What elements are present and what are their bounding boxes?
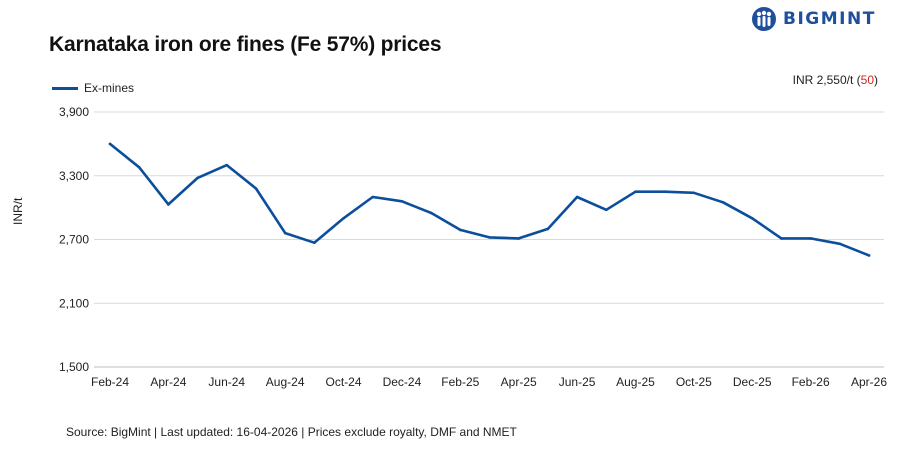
latest-price-close: ): [874, 73, 878, 87]
data-point: [604, 208, 608, 212]
x-tick-label: Feb-25: [441, 375, 479, 389]
y-tick-label: 1,500: [59, 360, 89, 374]
data-point: [459, 228, 462, 232]
brand-name: BIGMINT: [783, 9, 876, 29]
data-point: [692, 191, 696, 195]
x-tick-label: Apr-25: [501, 375, 537, 389]
y-tick-label: 2,100: [59, 296, 89, 310]
data-point: [283, 231, 287, 235]
legend-label-ex-mines: Ex-mines: [84, 81, 135, 95]
chart-legend: Ex-mines: [52, 81, 134, 95]
legend-swatch-ex-mines: [52, 86, 78, 90]
y-tick-label: 3,300: [59, 169, 89, 183]
data-point: [167, 203, 170, 206]
data-point: [750, 216, 754, 220]
data-point: [721, 201, 725, 204]
brand-logo: BIGMINT: [751, 6, 876, 32]
data-point: [371, 195, 375, 199]
data-point: [546, 227, 550, 231]
y-tick-label: 3,900: [59, 105, 89, 119]
data-point: [196, 176, 199, 180]
latest-price-note: INR 2,550/t (50): [793, 73, 878, 87]
data-point: [254, 187, 258, 190]
x-tick-label: Dec-25: [733, 375, 772, 389]
brand-mark-icon: [752, 7, 776, 31]
x-tick-label: Jun-25: [559, 375, 596, 389]
data-point: [313, 241, 316, 244]
data-point: [225, 163, 229, 167]
data-point: [780, 237, 783, 240]
x-tick-label: Oct-25: [676, 375, 712, 389]
data-point: [488, 236, 491, 239]
data-point: [634, 190, 637, 193]
data-point: [663, 190, 666, 193]
x-tick-label: Aug-24: [266, 375, 305, 389]
data-point: [517, 237, 520, 240]
price-change-value: 50: [860, 73, 874, 87]
x-tick-label: Oct-24: [326, 375, 362, 389]
latest-price-text: INR 2,550/t (: [792, 73, 861, 87]
x-tick-label: Aug-25: [616, 375, 655, 389]
data-point: [575, 195, 579, 199]
data-point: [108, 142, 112, 146]
data-point: [400, 199, 404, 203]
data-point: [838, 242, 842, 246]
data-point: [809, 237, 812, 240]
x-tick-label: Apr-24: [150, 375, 186, 389]
x-tick-label: Jun-24: [208, 375, 245, 389]
source-note: Source: BigMint | Last updated: 16-04-20…: [66, 425, 517, 439]
y-tick-label: 2,700: [59, 233, 89, 247]
data-point: [342, 216, 345, 220]
data-point: [867, 254, 871, 257]
x-tick-label: Feb-24: [91, 375, 129, 389]
chart-title: Karnataka iron ore fines (Fe 57%) prices: [49, 33, 442, 56]
x-tick-label: Apr-26: [851, 375, 887, 389]
data-point: [137, 165, 141, 169]
x-tick-label: Dec-24: [383, 375, 422, 389]
data-point: [429, 211, 433, 215]
x-tick-label: Feb-26: [792, 375, 830, 389]
